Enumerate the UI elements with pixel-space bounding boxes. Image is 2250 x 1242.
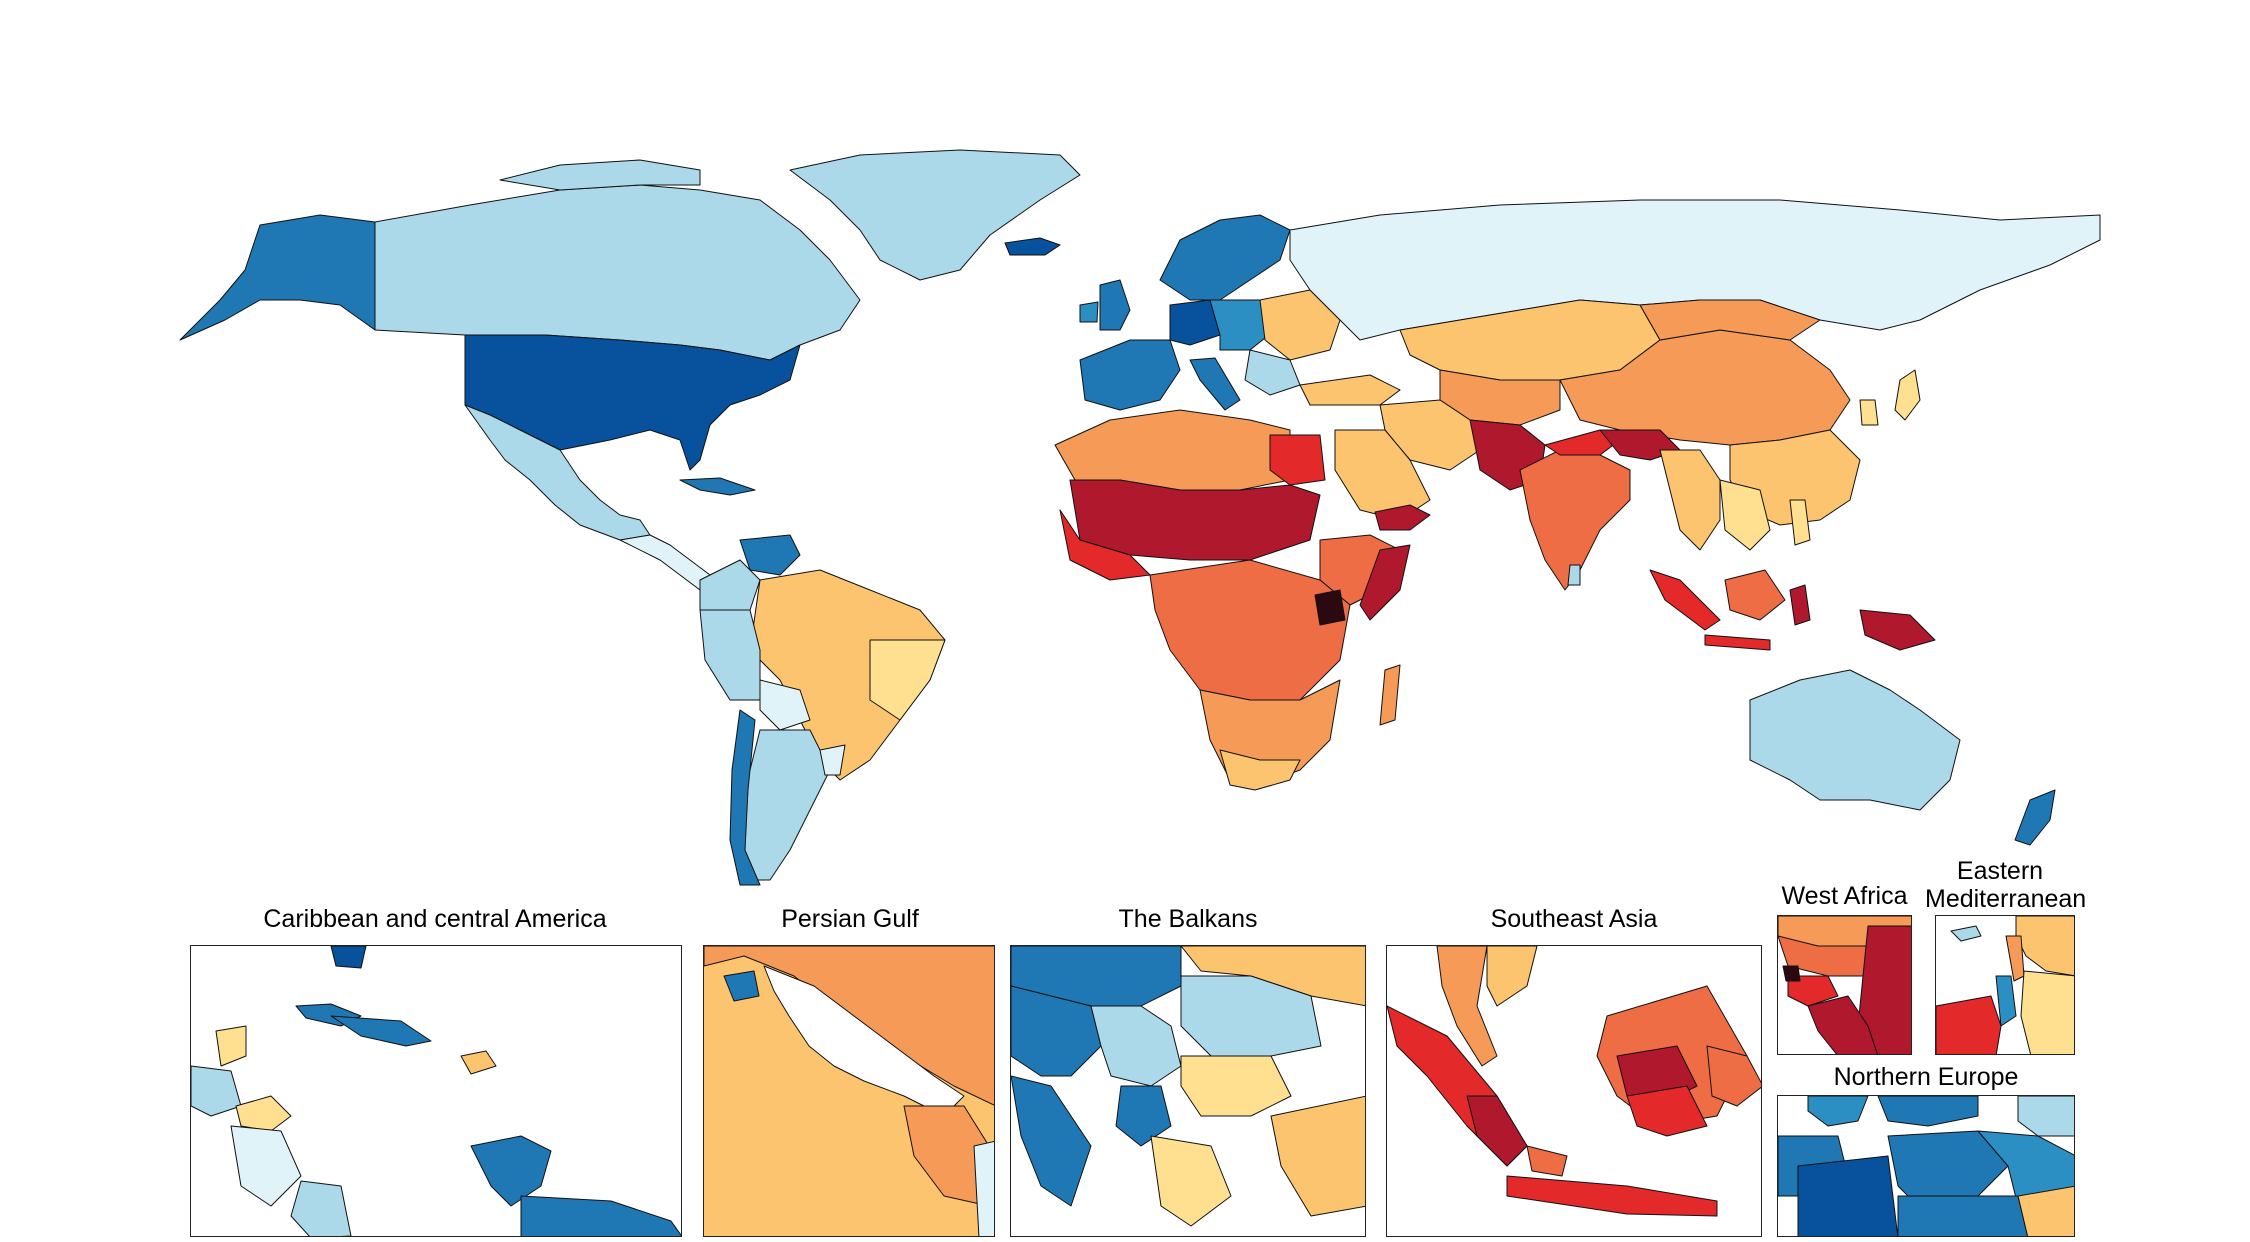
southeast-asia-inset-title: Southeast Asia bbox=[1490, 905, 1658, 933]
united-kingdom bbox=[1099, 279, 1131, 331]
alaska bbox=[179, 214, 376, 341]
balkans-main bbox=[1244, 349, 1301, 396]
france-iberia bbox=[1079, 339, 1181, 411]
west-africa-inset-title: West Africa bbox=[1781, 882, 1908, 910]
northern-europe-inset-title: Northern Europe bbox=[1833, 1063, 2019, 1091]
india-north bbox=[1544, 429, 1621, 456]
world-map bbox=[179, 149, 2101, 886]
persian-gulf-inset bbox=[703, 945, 995, 1237]
peru bbox=[699, 609, 761, 701]
turkey bbox=[1299, 374, 1401, 406]
germany bbox=[1169, 299, 1221, 346]
persian-gulf-inset-title: Persian Gulf bbox=[781, 905, 919, 933]
ireland bbox=[1079, 301, 1099, 323]
venezuela bbox=[739, 534, 801, 576]
korea bbox=[1859, 399, 1879, 426]
italy bbox=[1189, 357, 1241, 411]
cuba bbox=[679, 477, 756, 496]
indochina bbox=[1719, 479, 1771, 551]
eastern-mediterranean-title-line1: Eastern bbox=[1956, 857, 2044, 885]
canada-arctic-islands bbox=[499, 159, 701, 191]
somalia bbox=[1359, 544, 1411, 621]
bolivia bbox=[759, 679, 811, 731]
balkans-inset-title: The Balkans bbox=[1118, 905, 1258, 933]
eastern-mediterranean-title-line2: Mediterranean bbox=[1925, 885, 2087, 913]
east-africa-highlands bbox=[1314, 589, 1346, 626]
madagascar bbox=[1379, 664, 1401, 726]
canada bbox=[374, 184, 861, 361]
southeast-asia-inset-map bbox=[1387, 946, 1761, 1236]
eastern-mediterranean-inset-map bbox=[1936, 916, 2074, 1054]
sumatra bbox=[1649, 569, 1721, 631]
central-africa bbox=[1149, 559, 1351, 701]
uruguay bbox=[819, 744, 846, 776]
northern-europe-inset-map bbox=[1778, 1096, 2074, 1236]
northern-europe-inset bbox=[1777, 1095, 2075, 1237]
chile bbox=[729, 709, 761, 886]
caribbean-inset-map bbox=[191, 946, 681, 1236]
brazil-east bbox=[869, 639, 946, 721]
caribbean-inset-title: Caribbean and central America bbox=[263, 905, 607, 933]
eastern-mediterranean-inset-title: Eastern Mediterranean bbox=[1925, 857, 2087, 913]
scandinavia bbox=[1159, 214, 1291, 301]
iceland bbox=[1004, 237, 1061, 256]
russia bbox=[1289, 199, 2101, 341]
south-africa bbox=[1219, 749, 1301, 791]
greenland bbox=[789, 149, 1081, 281]
papua bbox=[1859, 609, 1936, 651]
new-zealand bbox=[2014, 789, 2056, 846]
argentina bbox=[739, 729, 831, 881]
west-africa-inset-map bbox=[1778, 916, 1911, 1054]
west-africa-inset bbox=[1777, 915, 1912, 1055]
myanmar-thailand bbox=[1659, 449, 1721, 551]
southeast-asia-inset bbox=[1386, 945, 1762, 1237]
persian-gulf-inset-map bbox=[704, 946, 994, 1236]
balkans-inset-map bbox=[1011, 946, 1365, 1236]
balkans-inset bbox=[1010, 945, 1366, 1237]
java bbox=[1704, 634, 1771, 651]
egypt bbox=[1269, 434, 1326, 486]
caribbean-inset bbox=[190, 945, 682, 1237]
sri-lanka bbox=[1567, 564, 1581, 586]
borneo bbox=[1724, 569, 1786, 621]
philippines bbox=[1789, 499, 1811, 546]
australia bbox=[1749, 669, 1961, 811]
mexico bbox=[464, 404, 651, 541]
sulawesi bbox=[1789, 584, 1811, 626]
north-africa bbox=[1054, 409, 1291, 491]
eastern-mediterranean-inset bbox=[1935, 915, 2075, 1055]
japan bbox=[1894, 369, 1921, 421]
mongolia bbox=[1639, 299, 1821, 341]
yemen bbox=[1374, 504, 1431, 531]
